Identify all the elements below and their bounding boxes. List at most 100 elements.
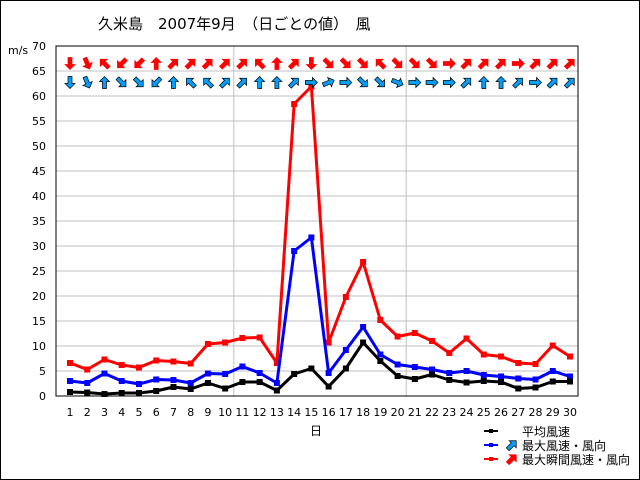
arrow-shape (201, 58, 213, 70)
data-point-avg (308, 365, 315, 372)
data-point-gust (153, 357, 160, 364)
data-point-avg (256, 379, 263, 385)
data-point-gust (567, 353, 573, 360)
data-point-max (446, 370, 453, 376)
data-point-max (515, 375, 522, 382)
data-point-gust (463, 335, 470, 342)
data-point-avg (101, 391, 108, 397)
arrow-shape (356, 76, 368, 88)
arrow-shape (253, 76, 266, 89)
arrow-icon (203, 77, 215, 89)
x-tick-label: 14 (287, 406, 301, 419)
arrow-icon (339, 57, 351, 69)
data-point-max (170, 377, 177, 383)
arrow-shape (203, 77, 215, 89)
arrow-shape (236, 58, 248, 70)
arrow-shape (546, 58, 558, 70)
x-tick-label: 21 (408, 406, 422, 419)
series-line-max (69, 236, 571, 386)
arrow-shape (305, 57, 318, 70)
arrow-shape (495, 76, 507, 89)
arrow-icon (563, 58, 575, 70)
x-tick-label: 3 (101, 406, 108, 419)
y-tick-label: 50 (32, 140, 46, 153)
arrow-icon (132, 76, 144, 88)
arrow-shape (151, 76, 163, 88)
data-point-max (325, 370, 332, 376)
arrow-icon (425, 76, 439, 89)
arrow-icon (512, 77, 523, 89)
legend-gust-marker (484, 454, 517, 466)
data-point-max (222, 371, 229, 377)
data-point-gust (135, 364, 142, 371)
arrow-icon (115, 76, 127, 88)
data-point-gust (101, 356, 108, 363)
data-point-max (239, 363, 246, 370)
y-tick-label: 40 (32, 190, 46, 203)
arrow-icon (201, 58, 213, 70)
arrow-icon (184, 58, 196, 70)
arrow-shape (132, 76, 144, 88)
chart-title: 久米島 2007年9月 （日ごとの値） 風 (98, 15, 371, 33)
y-tick-label: 25 (32, 265, 46, 278)
y-tick-label: 35 (32, 215, 46, 228)
data-point-avg (291, 371, 298, 377)
x-tick-label: 22 (425, 406, 439, 419)
data-point-max (498, 373, 505, 380)
arrow-icon (82, 75, 93, 89)
data-point-avg (84, 389, 91, 396)
data-point-avg (239, 379, 246, 385)
data-point-avg (67, 389, 73, 395)
arrow-shape (512, 77, 523, 89)
data-point-max (67, 378, 73, 384)
data-point-gust (67, 360, 73, 366)
data-point-avg (187, 386, 194, 392)
arrow-icon (511, 57, 525, 70)
data-point-avg (549, 378, 556, 385)
arrow-shape (356, 57, 368, 69)
arrow-shape (408, 76, 422, 89)
x-tick-label: 20 (391, 406, 405, 419)
arrow-icon (167, 58, 179, 70)
data-point-gust (222, 339, 229, 346)
arrow-icon (390, 77, 404, 89)
data-point-avg (273, 387, 280, 394)
arrow-shape (390, 77, 404, 89)
data-point-max (549, 368, 556, 374)
data-point-gust (480, 351, 487, 358)
arrow-shape (339, 76, 353, 89)
data-point-gust (256, 334, 263, 341)
x-tick-label: 6 (153, 406, 160, 419)
arrow-shape (374, 76, 385, 88)
data-point-gust (549, 342, 556, 349)
x-axis-label: 日 (310, 424, 322, 438)
arrow-icon (460, 77, 472, 89)
arrow-shape (339, 57, 351, 69)
arrow-shape (477, 76, 490, 89)
data-point-gust (498, 353, 505, 360)
data-point-max (463, 368, 470, 374)
x-tick-label: 28 (529, 406, 543, 419)
arrow-icon (117, 57, 128, 69)
x-tick-label: 1 (67, 406, 74, 419)
arrow-shape (255, 58, 266, 70)
arrow-icon (442, 76, 456, 89)
arrow-icon (477, 58, 489, 70)
arrow-shape (115, 76, 127, 88)
arrow-icon (408, 57, 420, 69)
data-point-avg (394, 373, 401, 379)
data-point-avg (463, 379, 470, 386)
arrow-shape (287, 58, 299, 70)
arrow-icon (255, 58, 266, 70)
arrow-shape (391, 57, 403, 69)
arrow-shape (460, 77, 472, 89)
arrow-icon (167, 76, 180, 89)
arrow-icon (322, 57, 334, 69)
data-point-avg (377, 358, 384, 364)
data-point-max (411, 364, 418, 370)
data-point-avg (360, 339, 367, 346)
data-point-avg (498, 379, 505, 385)
arrow-icon (271, 76, 283, 89)
arrow-icon (495, 76, 507, 89)
arrow-icon (287, 77, 299, 89)
